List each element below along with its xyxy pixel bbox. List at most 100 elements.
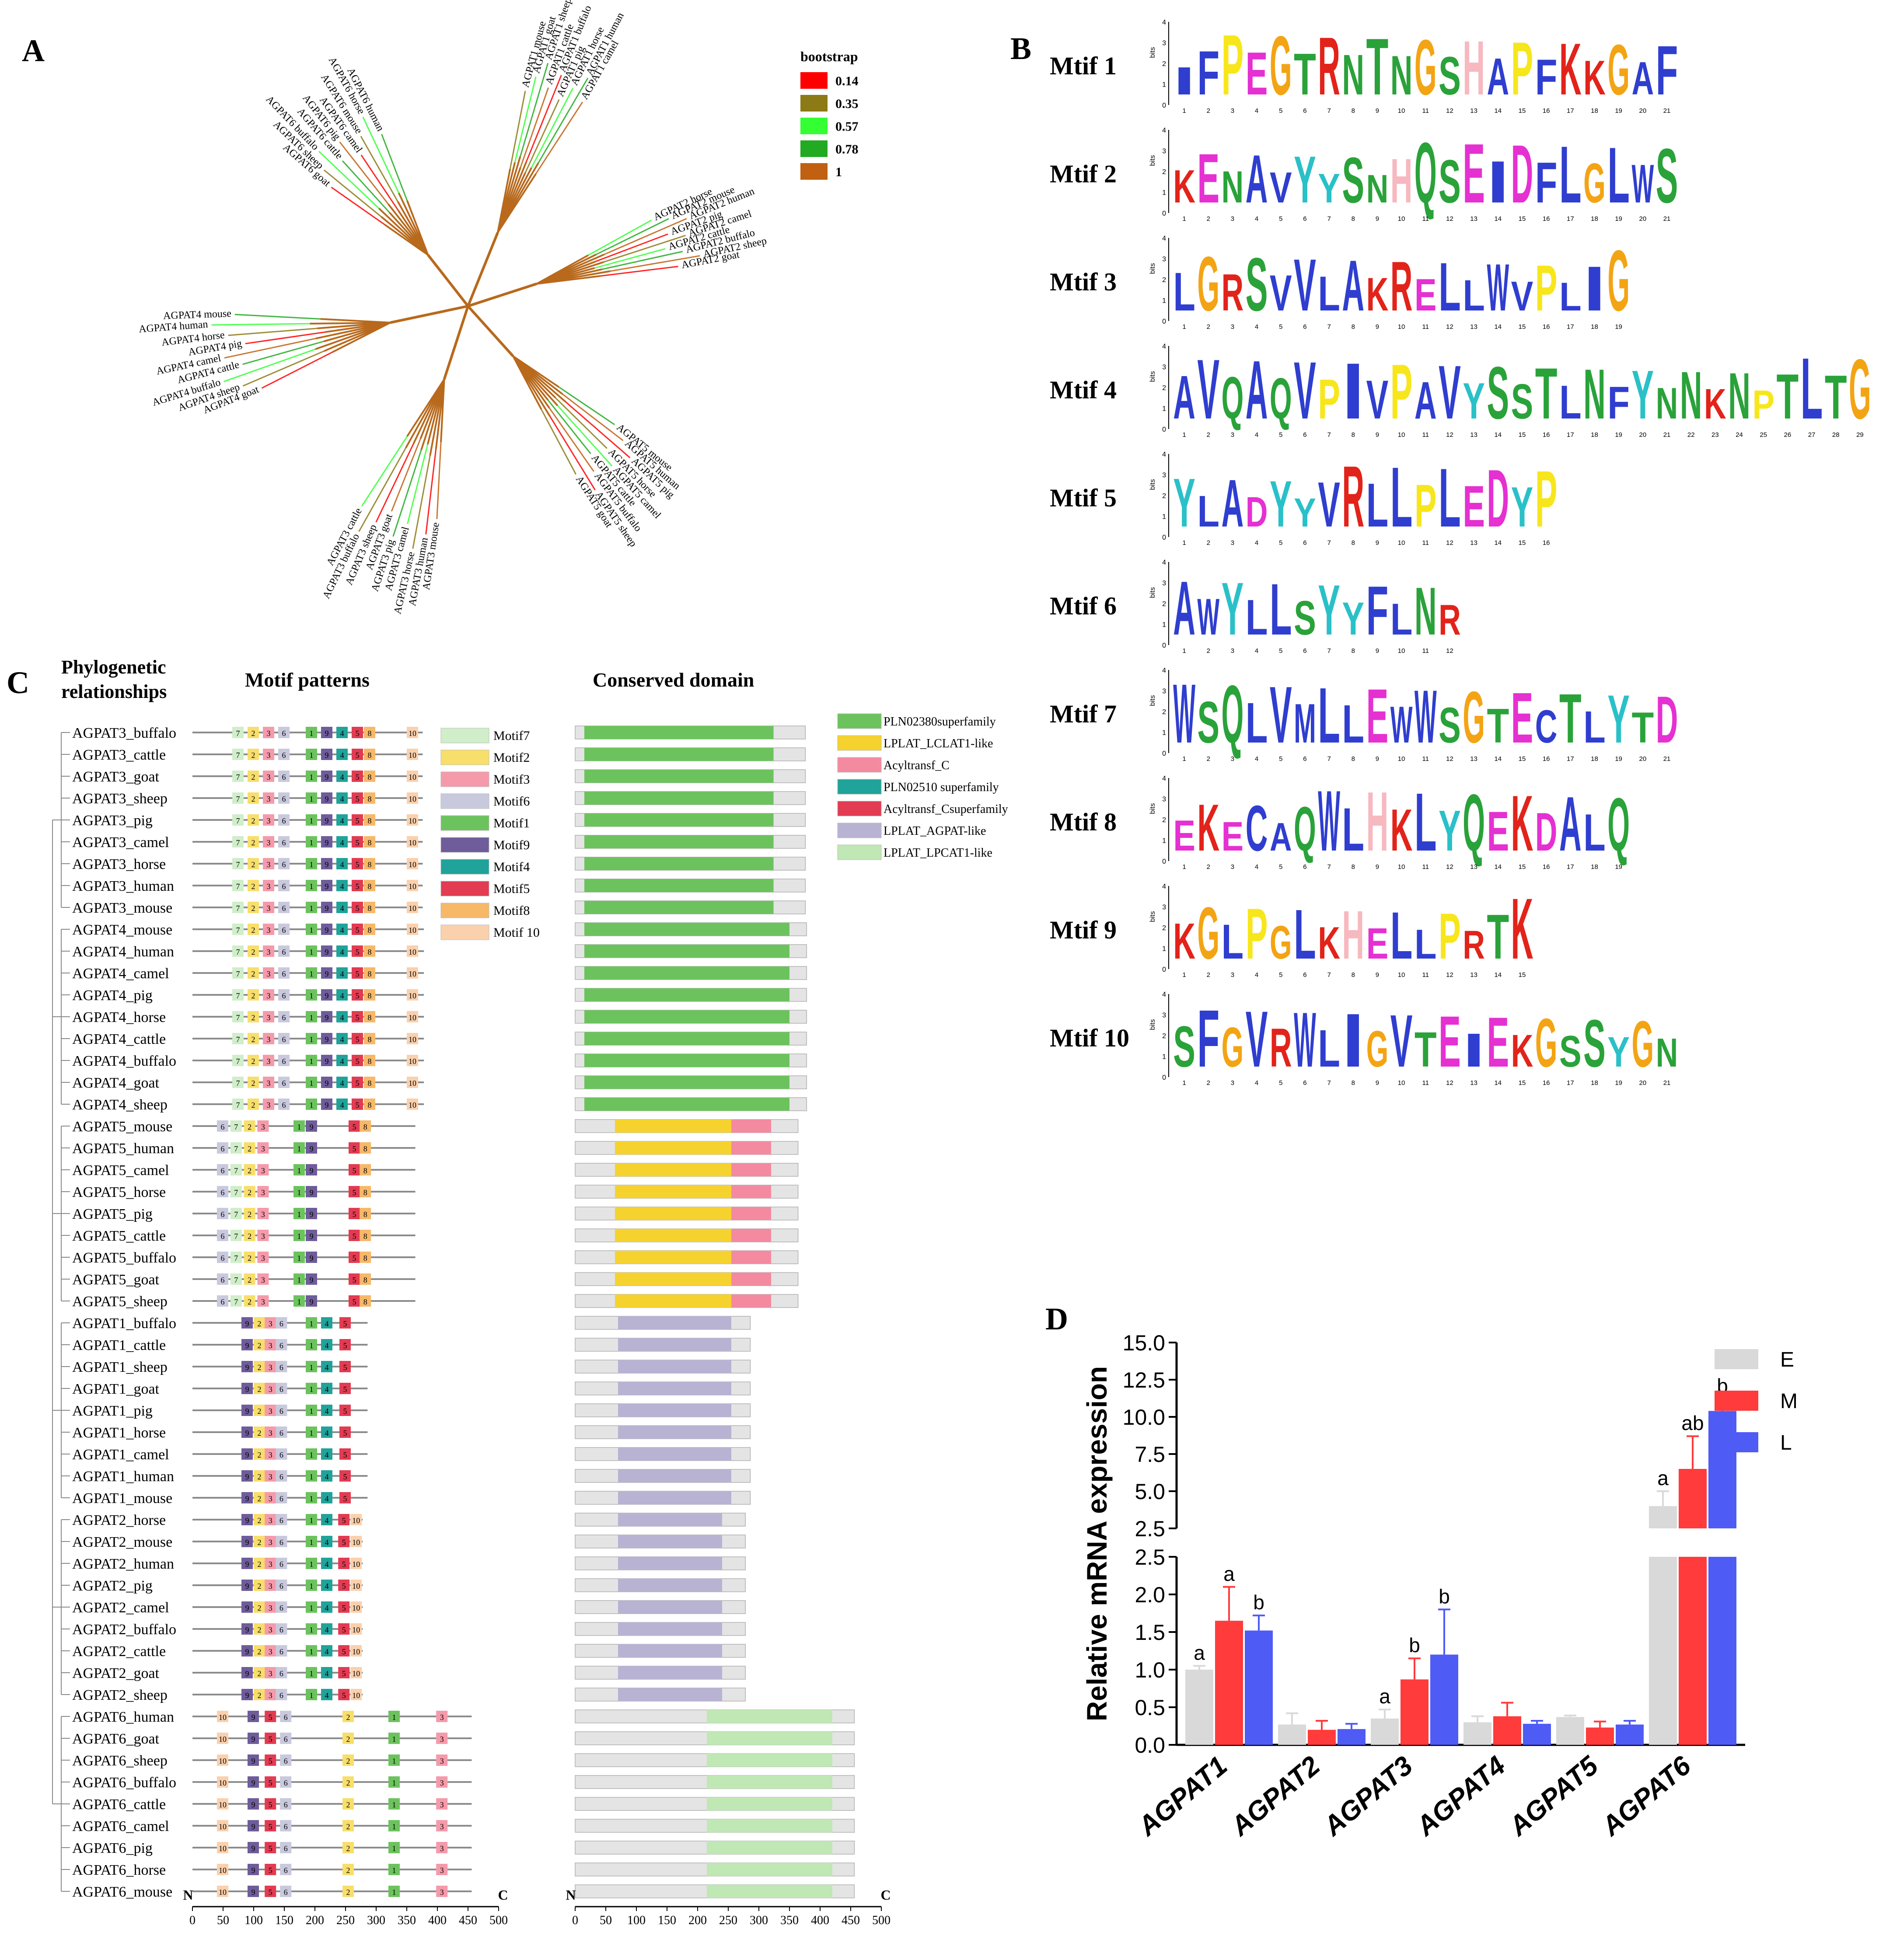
motif-box xyxy=(232,836,244,847)
logo-position: 12 xyxy=(1446,323,1453,331)
motif-box xyxy=(276,1514,287,1525)
motif-box-number: 10 xyxy=(409,816,416,825)
motif-box-number: 1 xyxy=(310,1516,314,1525)
motif-box-number: 3 xyxy=(261,1232,265,1241)
motif-box xyxy=(306,1361,317,1372)
motif-box-number: 6 xyxy=(279,1538,283,1547)
domain-segment xyxy=(618,1513,722,1526)
motif-box xyxy=(276,1492,287,1503)
domain-segment xyxy=(615,1251,731,1264)
gene-label: AGPAT4_camel xyxy=(72,966,169,982)
logo-position: 5 xyxy=(1279,971,1282,979)
motif-box xyxy=(230,1164,242,1175)
logo-position: 16 xyxy=(1543,107,1550,115)
logo-tick-label: 4 xyxy=(1162,775,1166,782)
motif-box-number: 1 xyxy=(310,1669,314,1678)
logo-position: 1 xyxy=(1182,647,1186,655)
logo-letter: N xyxy=(1656,1030,1678,1075)
logo-letter: S xyxy=(1197,689,1219,755)
motif-legend-swatch xyxy=(440,837,489,853)
motif-box xyxy=(306,1252,317,1263)
axis-tick-label: 350 xyxy=(398,1914,416,1927)
motif-box xyxy=(306,1077,317,1088)
motif-box-number: 8 xyxy=(363,1254,367,1262)
logo-letter: P xyxy=(1752,382,1774,427)
motif-box xyxy=(276,1601,287,1613)
logo-position: 15 xyxy=(1519,1079,1526,1087)
motif-box xyxy=(352,967,363,979)
gene-label: AGPAT4_mouse xyxy=(72,922,172,938)
motif-box xyxy=(407,924,418,935)
motif-box xyxy=(350,1514,362,1525)
motif-box xyxy=(232,1099,244,1110)
motif-box-number: 2 xyxy=(258,1582,262,1590)
bar xyxy=(1586,1727,1614,1745)
motif-box-number: 1 xyxy=(392,1779,396,1787)
motif-box-number: 1 xyxy=(310,970,314,978)
logo-letter: W xyxy=(1197,588,1219,646)
domain-legend-label: LPLAT_LCLAT1-like xyxy=(884,737,993,750)
logo-letter: L xyxy=(1318,266,1340,321)
motif-box xyxy=(241,1339,253,1350)
motif-box xyxy=(336,727,348,738)
motif-box-number: 2 xyxy=(251,1079,255,1088)
logo-letter: C xyxy=(1535,700,1558,753)
motif-box-number: 3 xyxy=(269,1429,272,1437)
motif-box-number: 4 xyxy=(340,1101,344,1109)
motif-box-number: 5 xyxy=(356,970,360,978)
motif-box-number: 3 xyxy=(269,1691,272,1700)
motif-logo-label: Mtif 3 xyxy=(1050,268,1117,296)
domain-segment xyxy=(618,1447,731,1461)
gene-label: AGPAT5_human xyxy=(72,1140,174,1157)
gene-label: AGPAT3_buffalo xyxy=(72,725,176,741)
logo-letter: S xyxy=(1439,46,1461,106)
gene-label: AGPAT4_buffalo xyxy=(72,1053,176,1069)
logo-position: 11 xyxy=(1422,647,1429,655)
motif-box-number: 4 xyxy=(325,1538,329,1547)
motif-box-number: 3 xyxy=(261,1144,265,1153)
tree-branch xyxy=(565,401,631,458)
motif-box-number: 10 xyxy=(352,1582,360,1590)
motif-box xyxy=(232,1033,244,1044)
motif-box xyxy=(232,902,244,913)
motif-axis-c: C xyxy=(498,1887,508,1903)
motif-logo-label: Mtif 4 xyxy=(1050,376,1117,404)
motif-box-number: 2 xyxy=(251,751,255,760)
domain-segment xyxy=(618,1338,731,1351)
tree-branch xyxy=(588,220,652,256)
motif-box-number: 5 xyxy=(343,1429,347,1437)
motif-box xyxy=(360,1230,371,1241)
motif-box-number: 6 xyxy=(221,1210,225,1219)
tree-branch xyxy=(211,323,310,326)
motif-box xyxy=(306,1208,317,1219)
logo-position: 14 xyxy=(1494,971,1502,979)
logo-position: 2 xyxy=(1207,971,1210,979)
motif-box xyxy=(321,1317,332,1329)
motif-box-number: 1 xyxy=(310,860,314,869)
motif-box-number: 5 xyxy=(353,1144,356,1153)
motif-box xyxy=(352,1011,363,1022)
logo-letter: N xyxy=(1680,358,1702,433)
motif-box-number: 3 xyxy=(267,1057,271,1066)
logo-tick-label: 0 xyxy=(1162,426,1166,433)
motif-box xyxy=(278,727,290,738)
domain-axis-c: C xyxy=(880,1887,891,1903)
motif-box-number: 7 xyxy=(236,1035,240,1044)
logo-letter: L xyxy=(1318,1018,1340,1078)
motif-box xyxy=(306,814,317,826)
logo-tick-label: 1 xyxy=(1162,513,1166,521)
logo-position: 1 xyxy=(1182,863,1186,871)
logo-letter: T xyxy=(1294,41,1316,107)
motif-box xyxy=(232,1055,244,1066)
motif-box-number: 7 xyxy=(236,1079,240,1088)
motif-box-number: 2 xyxy=(251,1035,255,1044)
logo-position: 21 xyxy=(1663,1079,1671,1087)
gene-label: AGPAT2_cattle xyxy=(72,1643,166,1660)
motif-box-number: 1 xyxy=(310,1057,314,1066)
gene-label: AGPAT5_goat xyxy=(72,1272,160,1288)
motif-box-number: 5 xyxy=(342,1604,346,1612)
logo-tick-label: 1 xyxy=(1162,945,1166,953)
logo-letter: W xyxy=(1173,666,1195,760)
motif-box xyxy=(293,1120,305,1132)
tree-branch xyxy=(594,248,666,269)
